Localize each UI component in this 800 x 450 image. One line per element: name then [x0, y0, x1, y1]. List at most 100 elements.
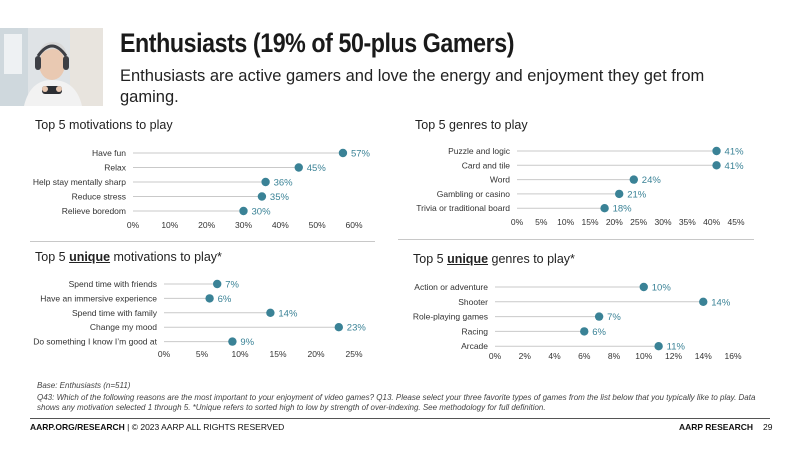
category-label: Arcade [461, 341, 488, 351]
x-tick-label: 30% [654, 217, 671, 227]
data-label: 14% [278, 308, 298, 319]
x-tick-label: 2% [519, 351, 532, 361]
category-label: Gambling or casino [437, 189, 511, 199]
x-tick-label: 10% [161, 220, 178, 230]
data-point [712, 161, 721, 170]
footer-copyright: AARP.ORG/RESEARCH | © 2023 AARP ALL RIGH… [30, 422, 285, 432]
category-label: Do something I know I’m good at [33, 337, 157, 347]
category-label: Have an immersive experience [40, 293, 157, 303]
x-tick-label: 60% [345, 220, 362, 230]
data-point [600, 204, 609, 213]
chart-unique-genres: Action or adventure 10% Shooter 14% Role-pla… [413, 282, 742, 361]
x-tick-label: 40% [703, 217, 720, 227]
x-tick-label: 25% [345, 349, 362, 359]
data-label: 10% [652, 283, 672, 294]
chart-motivations: Have fun 57% Relax 45% Help stay mentally sh… [33, 148, 371, 230]
category-label: Spend time with friends [69, 279, 157, 289]
data-label: 45% [307, 163, 327, 174]
data-label: 7% [607, 312, 621, 323]
x-tick-label: 15% [269, 349, 286, 359]
section-title-genres: Top 5 genres to play [415, 118, 528, 132]
divider-right [398, 239, 754, 240]
data-label: 6% [218, 294, 232, 305]
divider-left [30, 241, 375, 242]
data-point [261, 177, 270, 187]
x-tick-label: 5% [535, 217, 548, 227]
x-tick-label: 45% [727, 217, 744, 227]
category-label: Shooter [458, 297, 488, 307]
enthusiast-gamer-photo [0, 28, 103, 106]
data-point [594, 312, 604, 321]
x-tick-label: 16% [724, 351, 741, 361]
data-label: 6% [592, 327, 606, 338]
data-point [239, 206, 248, 216]
category-label: Help stay mentally sharp [33, 177, 126, 187]
x-tick-label: 10% [231, 349, 248, 359]
chart-genres: Puzzle and logic 41% Card and tile 41% Word 2… [416, 146, 745, 227]
data-label: 36% [274, 178, 294, 189]
x-tick-label: 5% [196, 349, 209, 359]
x-tick-label: 8% [608, 351, 621, 361]
category-label: Reduce stress [72, 192, 126, 202]
data-point [213, 279, 222, 289]
data-label: 7% [225, 280, 239, 291]
x-tick-label: 10% [557, 217, 574, 227]
page-number: 29 [763, 422, 773, 432]
category-label: Relax [104, 163, 126, 173]
data-label: 24% [642, 175, 662, 186]
data-point [629, 175, 638, 184]
x-tick-label: 25% [630, 217, 647, 227]
x-tick-label: 10% [635, 351, 652, 361]
question-note: Q43: Which of the following reasons are … [37, 393, 756, 412]
x-tick-label: 15% [581, 217, 598, 227]
data-point [639, 282, 648, 292]
category-label: Puzzle and logic [448, 146, 511, 156]
data-label: 41% [725, 161, 745, 172]
data-label: 35% [270, 192, 290, 203]
page-subtitle: Enthusiasts are active gamers and love t… [120, 67, 705, 106]
x-tick-label: 40% [272, 220, 289, 230]
category-label: Spend time with family [72, 308, 158, 318]
x-tick-label: 0% [511, 217, 524, 227]
data-point [338, 148, 348, 158]
section-title-unique-motivations: Top 5 unique motivations to play* [35, 250, 222, 264]
footer-rule [30, 418, 770, 419]
category-label: Action or adventure [414, 282, 488, 292]
x-tick-label: 20% [307, 349, 324, 359]
category-label: Role-playing games [413, 312, 488, 322]
data-label: 21% [627, 189, 647, 200]
category-label: Relieve boredom [62, 206, 126, 216]
data-label: 57% [351, 149, 371, 160]
data-point [205, 294, 214, 303]
data-point [712, 146, 721, 156]
x-tick-label: 35% [679, 217, 696, 227]
page-title: Enthusiasts (19% of 50-plus Gamers) [120, 28, 515, 58]
data-point [257, 192, 267, 201]
category-label: Trivia or traditional board [416, 203, 510, 213]
chart-unique-motivations: Spend time with friends 7% Have an immersi… [33, 279, 366, 359]
x-tick-label: 30% [235, 220, 252, 230]
x-tick-label: 20% [198, 220, 215, 230]
x-tick-label: 50% [309, 220, 326, 230]
data-point [228, 337, 237, 346]
x-tick-label: 12% [665, 351, 682, 361]
x-tick-label: 20% [606, 217, 623, 227]
x-tick-label: 0% [489, 351, 502, 361]
data-point [334, 323, 343, 332]
section-title-motivations: Top 5 motivations to play [35, 118, 173, 132]
data-label: 41% [725, 147, 745, 158]
base-note: Base: Enthusiasts (n=511) [37, 381, 131, 390]
data-point [580, 327, 589, 336]
data-point [654, 342, 663, 351]
category-label: Card and tile [462, 160, 510, 170]
data-label: 18% [613, 204, 633, 215]
x-tick-label: 0% [158, 349, 171, 359]
data-point [615, 189, 624, 199]
data-label: 11% [667, 342, 686, 353]
x-tick-label: 6% [578, 351, 591, 361]
x-tick-label: 0% [127, 220, 140, 230]
data-label: 14% [711, 297, 731, 308]
category-label: Racing [462, 326, 489, 336]
data-point [266, 308, 275, 317]
category-label: Change my mood [90, 322, 157, 332]
